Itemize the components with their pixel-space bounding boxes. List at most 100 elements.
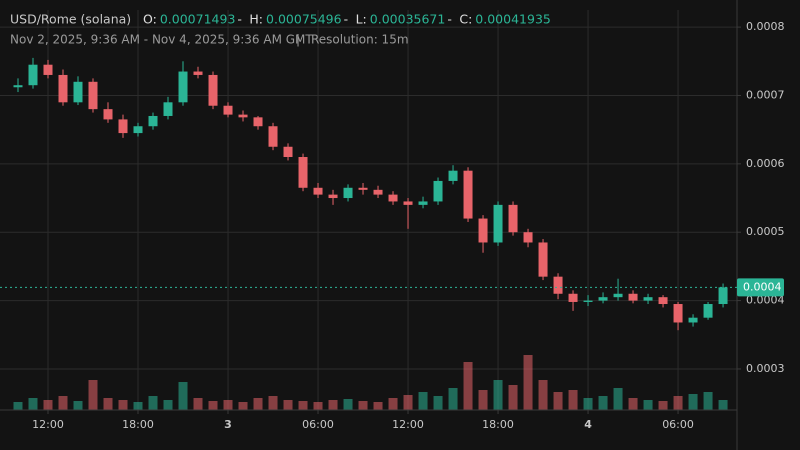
- candle-body: [538, 242, 548, 277]
- candle-body: [328, 194, 338, 199]
- candle-body: [448, 170, 458, 181]
- y-tick-label: 0.0004: [746, 294, 785, 307]
- candle-body: [253, 117, 263, 127]
- candle-body: [643, 297, 653, 301]
- ohlc-label: H:: [249, 12, 263, 27]
- volume-bar: [613, 388, 623, 410]
- volume-bar: [73, 401, 83, 410]
- x-tick-label: 12:00: [392, 418, 424, 431]
- volume-bar: [493, 380, 503, 410]
- candle-body: [28, 64, 38, 86]
- candle-body: [283, 146, 293, 158]
- x-tick-label: 12:00: [32, 418, 64, 431]
- ohlc-value: 0.00075496: [266, 12, 342, 27]
- candle-layer: [13, 57, 728, 331]
- candle-body: [388, 194, 398, 202]
- ohlc-label: C:: [459, 12, 472, 27]
- volume-bar: [433, 396, 443, 410]
- volume-bar: [58, 396, 68, 410]
- volume-bar: [568, 390, 578, 410]
- candle-body: [73, 81, 83, 103]
- grid: 0.0003 0.0004 0.0005 0.0006 0.0007 0.0008 12:0…: [0, 10, 785, 431]
- candle-body: [118, 119, 128, 134]
- volume-bar: [718, 400, 728, 410]
- candle-body: [313, 187, 323, 195]
- volume-bar: [688, 394, 698, 410]
- candle-body: [88, 81, 98, 110]
- candle-body: [58, 74, 68, 103]
- candle-body: [238, 114, 248, 118]
- ohlc-dash: -: [237, 12, 242, 27]
- volume-bar: [283, 400, 293, 410]
- candle-body: [688, 317, 698, 323]
- volume-bar: [463, 362, 473, 410]
- candle-body: [568, 293, 578, 302]
- candle-body: [343, 187, 353, 199]
- candle-body: [598, 297, 608, 301]
- x-tick-label: 18:00: [482, 418, 514, 431]
- candle-body: [103, 109, 113, 120]
- volume-bar: [178, 382, 188, 410]
- candle-body: [463, 170, 473, 219]
- volume-bar: [373, 402, 383, 410]
- volume-bar: [313, 402, 323, 410]
- volume-bar: [28, 398, 38, 410]
- candle-body: [523, 232, 533, 243]
- volume-bar: [448, 388, 458, 410]
- y-tick-label: 0.0007: [746, 88, 785, 101]
- x-tick-label: 06:00: [662, 418, 694, 431]
- volume-bar: [703, 392, 713, 410]
- ohlc-value: 0.00035671: [370, 12, 446, 27]
- volume-bar: [103, 398, 113, 410]
- volume-bar: [643, 400, 653, 410]
- candle-body: [658, 297, 668, 305]
- candle-body: [403, 201, 413, 205]
- candle-body: [508, 204, 518, 233]
- volume-bar: [298, 401, 308, 410]
- x-tick-label: 18:00: [122, 418, 154, 431]
- price-tag-box: [737, 278, 784, 297]
- volume-bar: [133, 402, 143, 410]
- chart-title: USD/Rome (solana): [10, 12, 131, 27]
- candle-body: [298, 157, 308, 188]
- volume-bar: [358, 401, 368, 410]
- candle-body: [43, 64, 53, 75]
- candle-body: [163, 102, 173, 116]
- range-text: Nov 2, 2025, 9:36 AM - Nov 4, 2025, 9:36…: [10, 33, 313, 47]
- y-tick-label: 0.0005: [746, 225, 785, 238]
- volume-bar: [238, 402, 248, 410]
- resolution: Resolution: 15m: [311, 33, 409, 47]
- candle-body: [433, 180, 443, 202]
- price-tag-label: 0.0004: [743, 280, 782, 293]
- volume-bar: [583, 398, 593, 410]
- candle-body: [478, 218, 488, 243]
- candle-body: [193, 71, 203, 75]
- y-tick-label: 0.0008: [746, 20, 785, 33]
- volume-bar: [598, 396, 608, 410]
- candle-body: [673, 304, 683, 323]
- volume-bar: [223, 400, 233, 410]
- candle-body: [703, 304, 713, 318]
- volume-bar: [553, 392, 563, 410]
- ohlc-dash: -: [447, 12, 452, 27]
- volume-bar: [13, 402, 23, 410]
- ohlc-value: 0.00041935: [475, 12, 551, 27]
- volume-layer: [13, 355, 728, 410]
- volume-bar: [403, 395, 413, 410]
- candle-body: [628, 293, 638, 301]
- volume-bar: [328, 400, 338, 410]
- header: USD/Rome (solana) Nov 2, 2025, 9:36 AM -…: [10, 12, 551, 47]
- volume-bar: [673, 396, 683, 410]
- volume-bar: [658, 401, 668, 410]
- candle-body: [718, 287, 728, 305]
- candle-body: [613, 293, 623, 298]
- volume-bar: [253, 398, 263, 410]
- volume-bar: [208, 401, 218, 410]
- x-tick-label: 3: [224, 418, 232, 431]
- volume-bar: [388, 398, 398, 410]
- ohlc-label: O:: [143, 12, 157, 27]
- candle-body: [553, 276, 563, 294]
